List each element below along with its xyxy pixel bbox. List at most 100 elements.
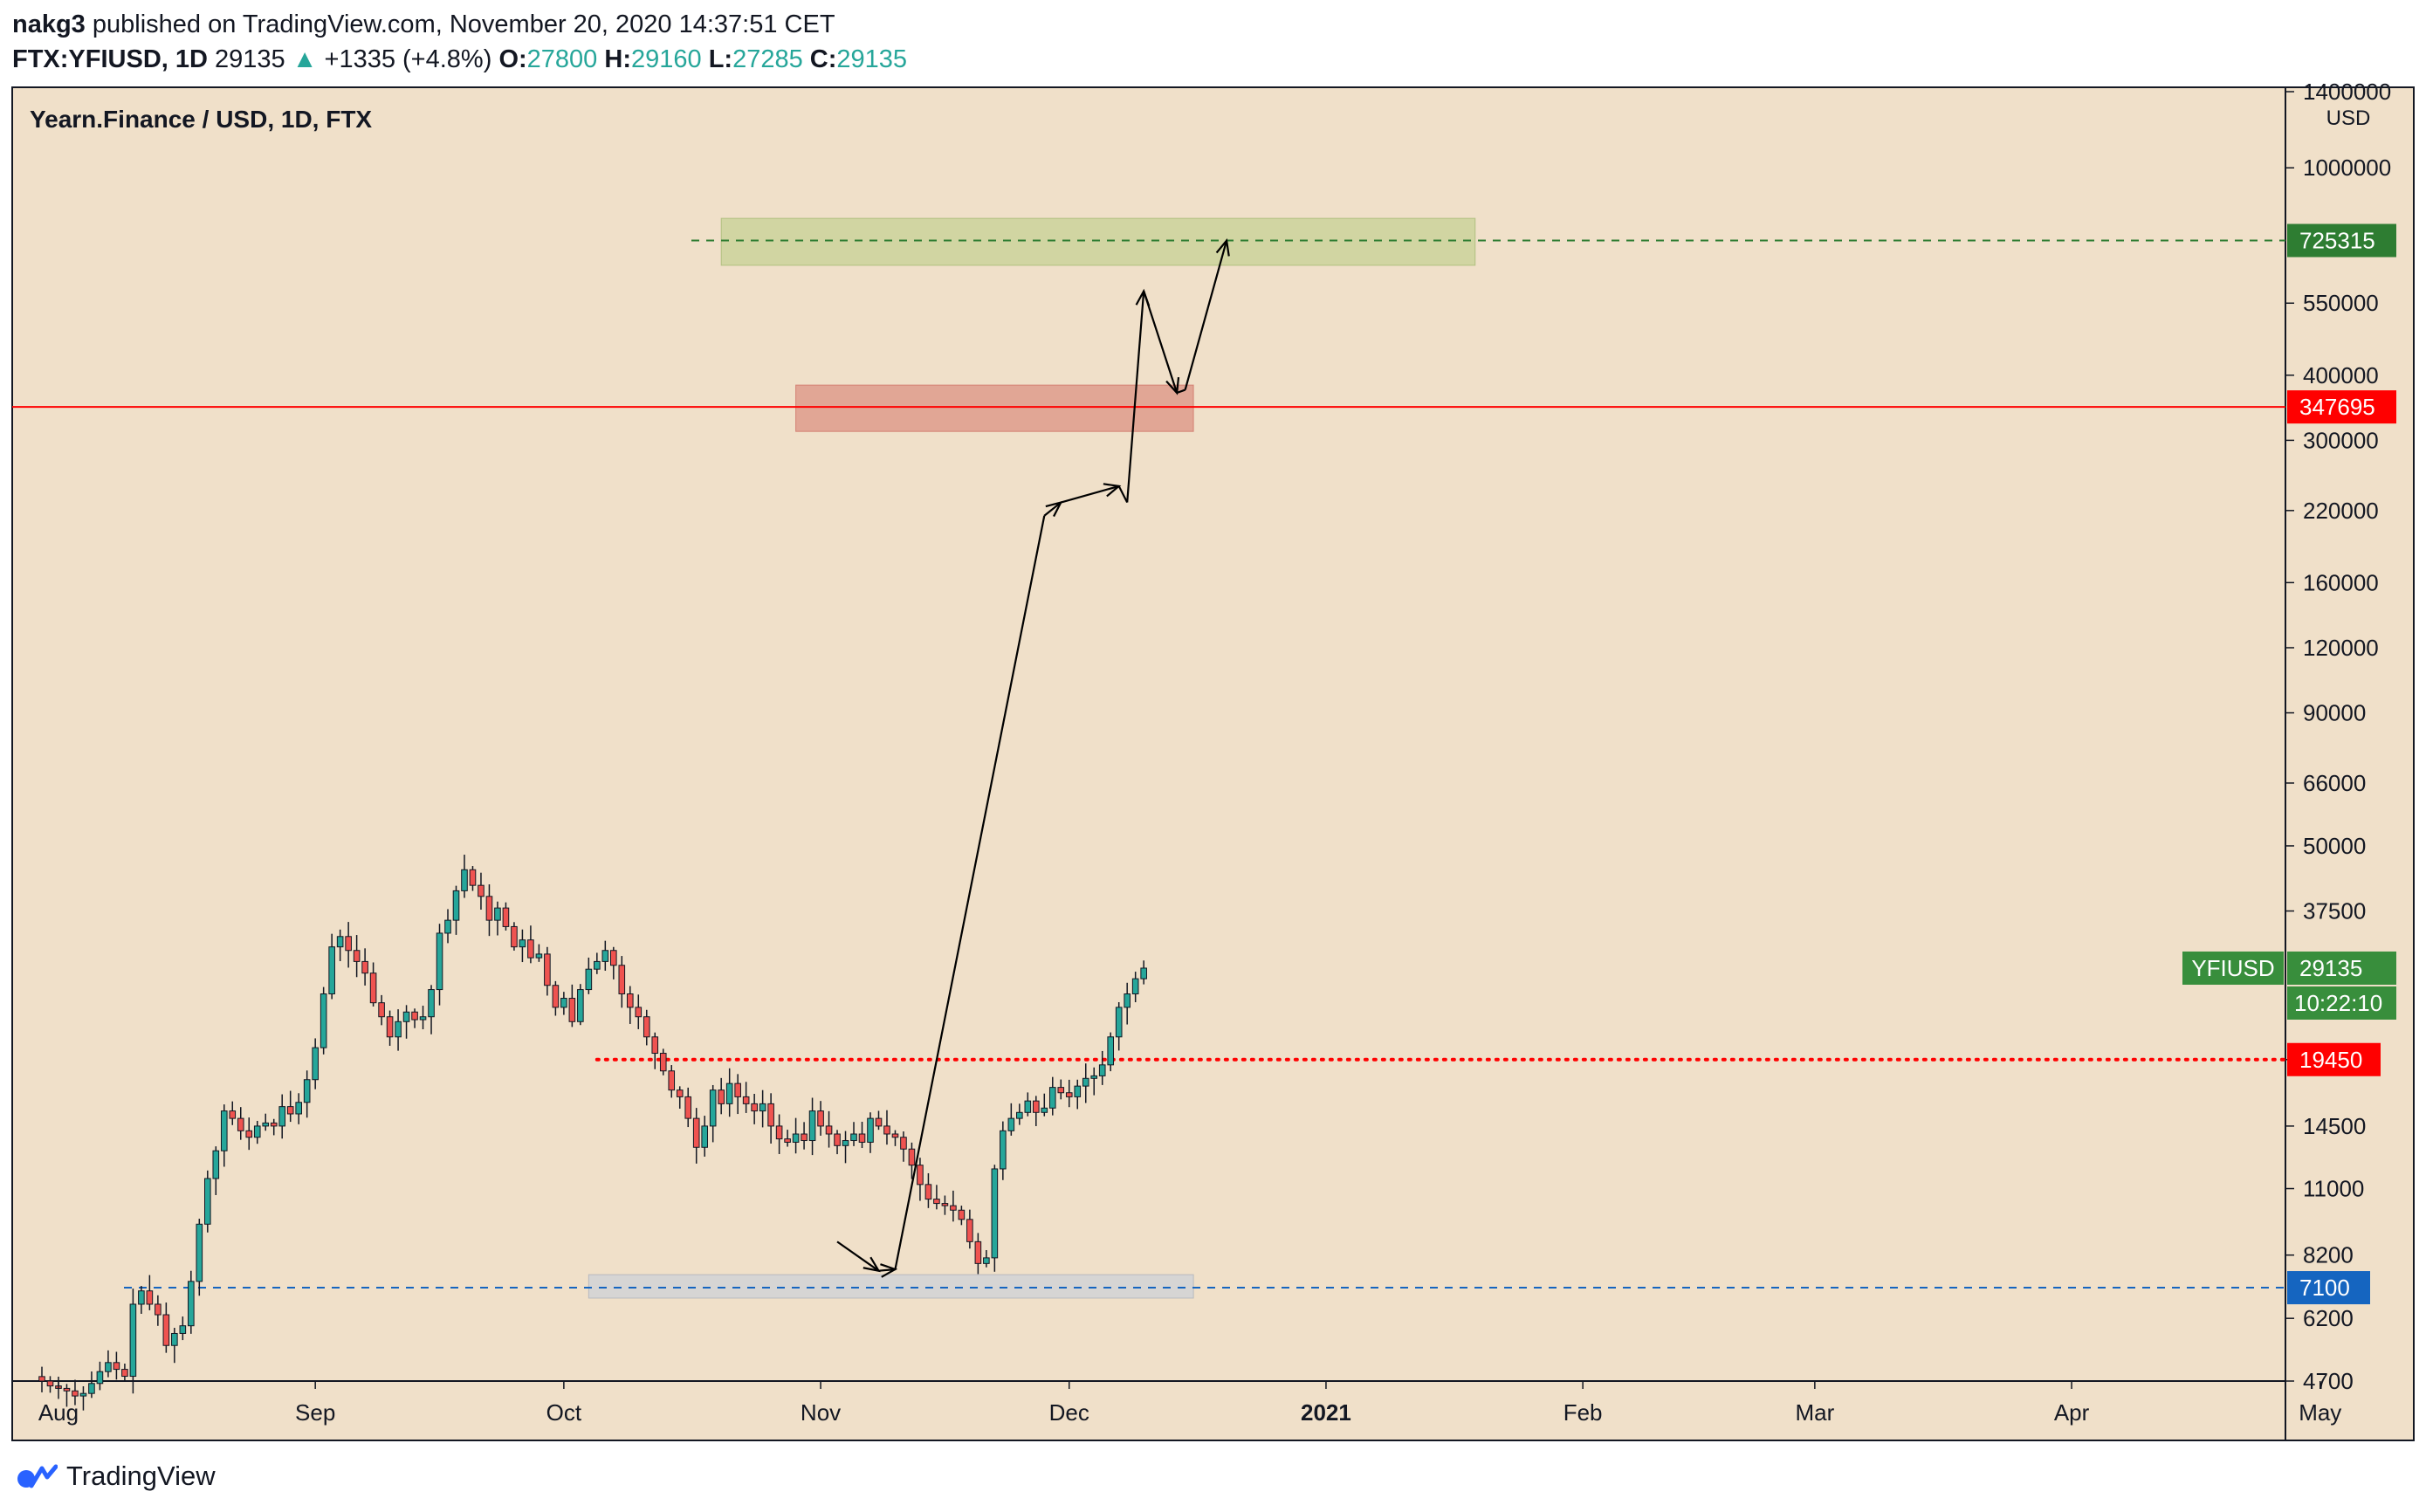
- footer-brand-label: TradingView: [66, 1460, 216, 1491]
- candle-55: [485, 884, 493, 937]
- symbol-tag-background: [2182, 951, 2284, 985]
- last-price-tag: YFIUSD 29135 10:22:10: [2182, 951, 2396, 1020]
- candle-body: [419, 1016, 427, 1021]
- candle-body: [386, 1016, 394, 1038]
- candle-41: [369, 962, 377, 1007]
- x-tick-label: Nov: [801, 1399, 841, 1426]
- candle-body: [237, 1117, 244, 1131]
- y-tick-label: 160000: [2303, 569, 2379, 595]
- candle-23: [220, 1104, 228, 1167]
- candle-61: [535, 944, 543, 962]
- candle-body: [395, 1021, 402, 1038]
- candle-body: [444, 919, 451, 934]
- candle-74: [643, 1009, 650, 1046]
- candle-body: [196, 1223, 203, 1282]
- candle-84: [725, 1068, 733, 1117]
- candle-24: [229, 1101, 237, 1125]
- candle-body: [88, 1383, 95, 1394]
- candle-51: [452, 885, 460, 935]
- candle-42: [378, 994, 385, 1026]
- author-name[interactable]: nakg3: [12, 10, 86, 38]
- candle-body: [262, 1122, 270, 1127]
- candle-25: [237, 1107, 244, 1140]
- candle-body: [1057, 1087, 1065, 1094]
- candle-body: [742, 1096, 750, 1104]
- candle-body: [718, 1089, 725, 1104]
- candle-body: [113, 1362, 120, 1371]
- candle-80: [692, 1108, 700, 1164]
- candle-body: [850, 1133, 857, 1142]
- y-tick-label: 6200: [2303, 1305, 2354, 1331]
- candle-54: [478, 872, 485, 910]
- candle-131: [1115, 1002, 1123, 1051]
- candle-4: [63, 1384, 71, 1407]
- candle-125: [1065, 1079, 1073, 1108]
- projection-arrowhead: [1045, 500, 1063, 518]
- y-tick-label: 1400000: [2303, 79, 2391, 105]
- target-zone: [720, 217, 1476, 266]
- candle-body: [1107, 1036, 1115, 1066]
- candle-body: [626, 993, 634, 1008]
- price-change: +1335 (+4.8%): [324, 45, 492, 73]
- projection-segment: [1126, 291, 1145, 503]
- candle-body: [361, 960, 368, 974]
- candle-body: [610, 950, 617, 966]
- y-tick-label: 400000: [2303, 362, 2379, 388]
- price-tag-text: 725315: [2299, 228, 2375, 254]
- y-axis: 4700 6200 8200 11000 14500 37500 50000 66000 900…: [2285, 79, 2391, 1394]
- y-tick-label: 8200: [2303, 1242, 2354, 1268]
- candle-90: [775, 1114, 783, 1154]
- candle-body: [336, 936, 344, 948]
- price-tag-background: [2287, 1042, 2381, 1076]
- candle-133: [1131, 972, 1139, 1003]
- y-tick-label: 14500: [2303, 1113, 2366, 1139]
- candle-7: [88, 1371, 95, 1399]
- candle-52: [461, 855, 468, 898]
- candle-body: [328, 946, 335, 995]
- close-value: 29135: [836, 45, 908, 73]
- candle-86: [742, 1082, 750, 1113]
- support-zone: [588, 1274, 1194, 1299]
- candle-82: [709, 1084, 717, 1143]
- candle-20: [196, 1219, 203, 1296]
- candle-100: [858, 1121, 866, 1149]
- candle-body: [825, 1125, 833, 1135]
- candle-118: [1007, 1103, 1015, 1136]
- candle-11: [121, 1364, 128, 1381]
- footer-brand[interactable]: TradingView: [16, 1454, 216, 1498]
- candle-body: [155, 1303, 162, 1316]
- projection-segment: [836, 1241, 880, 1272]
- candle-body: [229, 1110, 237, 1119]
- candle-43: [386, 1010, 394, 1046]
- candle-body: [502, 907, 510, 927]
- candle-body: [378, 1002, 385, 1018]
- projection-path: [836, 238, 1230, 1278]
- candle-body: [991, 1168, 999, 1259]
- candle-body: [96, 1371, 104, 1385]
- candle-47: [419, 1006, 427, 1030]
- candle-body: [1041, 1107, 1048, 1113]
- candle-body: [138, 1290, 145, 1305]
- countdown-text: 10:22:10: [2294, 990, 2382, 1016]
- candle-body: [303, 1079, 311, 1103]
- candle-body: [436, 932, 443, 991]
- candle-104: [891, 1130, 899, 1146]
- candle-123: [1048, 1076, 1056, 1116]
- candle-59: [519, 929, 526, 963]
- candle-35: [320, 986, 327, 1055]
- candle-body: [38, 1376, 45, 1382]
- time-axis-background: [12, 1381, 2285, 1440]
- candle-113: [966, 1209, 973, 1249]
- candle-body: [1090, 1075, 1098, 1079]
- candle-79: [684, 1087, 692, 1128]
- projection-segment: [1143, 291, 1179, 394]
- candle-115: [983, 1249, 990, 1268]
- candle-39: [353, 935, 361, 978]
- y-tick-label: 37500: [2303, 898, 2366, 924]
- publish-info: nakg3 published on TradingView.com, Nove…: [12, 7, 835, 42]
- candle-91: [784, 1130, 791, 1147]
- candle-body: [784, 1138, 791, 1143]
- candle-120: [1024, 1092, 1032, 1117]
- candle-108: [924, 1172, 932, 1208]
